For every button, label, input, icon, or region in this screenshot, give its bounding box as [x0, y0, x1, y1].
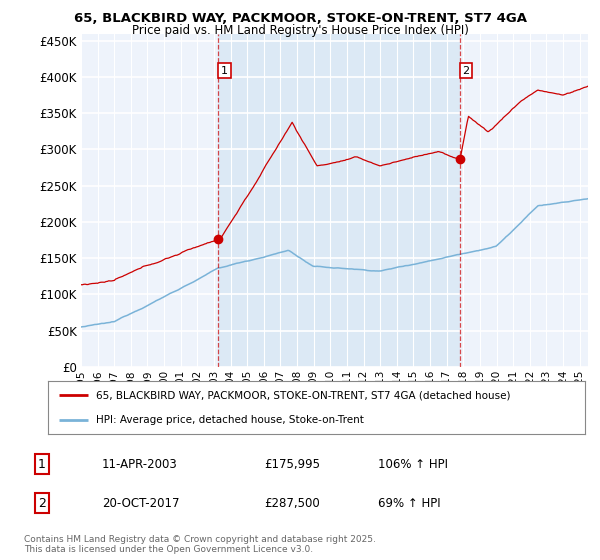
Text: 65, BLACKBIRD WAY, PACKMOOR, STOKE-ON-TRENT, ST7 4GA (detached house): 65, BLACKBIRD WAY, PACKMOOR, STOKE-ON-TR… — [97, 390, 511, 400]
Text: £287,500: £287,500 — [264, 497, 320, 510]
Text: 11-APR-2003: 11-APR-2003 — [102, 458, 178, 470]
Text: 1: 1 — [221, 66, 228, 76]
Text: 65, BLACKBIRD WAY, PACKMOOR, STOKE-ON-TRENT, ST7 4GA: 65, BLACKBIRD WAY, PACKMOOR, STOKE-ON-TR… — [74, 12, 527, 25]
Text: HPI: Average price, detached house, Stoke-on-Trent: HPI: Average price, detached house, Stok… — [97, 414, 364, 424]
Text: 20-OCT-2017: 20-OCT-2017 — [102, 497, 179, 510]
Text: 2: 2 — [463, 66, 470, 76]
Text: 1: 1 — [38, 458, 46, 470]
Text: Contains HM Land Registry data © Crown copyright and database right 2025.
This d: Contains HM Land Registry data © Crown c… — [24, 535, 376, 554]
Text: 69% ↑ HPI: 69% ↑ HPI — [378, 497, 440, 510]
Bar — [218, 34, 460, 367]
Text: 2: 2 — [38, 497, 46, 510]
Text: £175,995: £175,995 — [264, 458, 320, 470]
Text: 106% ↑ HPI: 106% ↑ HPI — [378, 458, 448, 470]
Text: Price paid vs. HM Land Registry's House Price Index (HPI): Price paid vs. HM Land Registry's House … — [131, 24, 469, 37]
